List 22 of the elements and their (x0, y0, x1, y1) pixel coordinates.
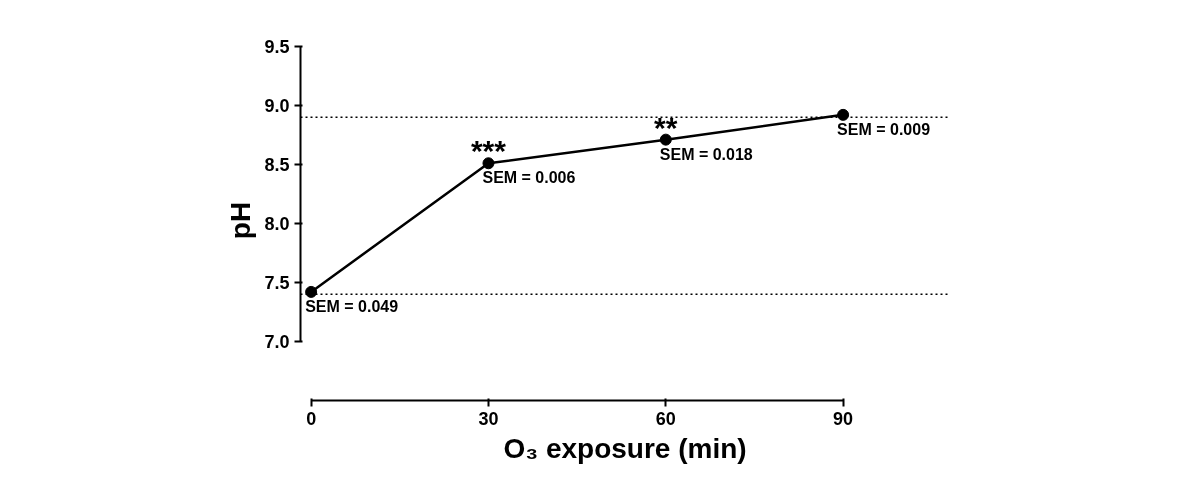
x-axis-title: O₃ exposure (min) (503, 432, 747, 464)
x-tick-label: 0 (306, 408, 317, 429)
annotation: *** (470, 134, 507, 168)
y-tick-label: 8.5 (264, 154, 290, 175)
annotation: SEM = 0.006 (482, 169, 576, 187)
annotation: ** (654, 110, 678, 144)
point (305, 285, 318, 298)
x-tick-label: 30 (478, 408, 499, 429)
annotation: SEM = 0.049 (305, 297, 399, 315)
annotation: SEM = 0.018 (659, 145, 753, 163)
point (482, 157, 495, 170)
y-axis-title: pH (225, 201, 257, 240)
y-tick-label: 8.0 (264, 213, 290, 234)
annotation: SEM = 0.009 (837, 120, 931, 138)
y-tick-label: 7.5 (264, 272, 290, 293)
x-tick-label: 90 (833, 408, 854, 429)
x-tick-label: 60 (655, 408, 676, 429)
y-tick-label: 7.0 (264, 331, 290, 352)
y-tick-label: 9.0 (264, 95, 290, 116)
point (837, 108, 850, 121)
point (659, 133, 672, 146)
y-tick-label: 9.5 (264, 36, 290, 57)
